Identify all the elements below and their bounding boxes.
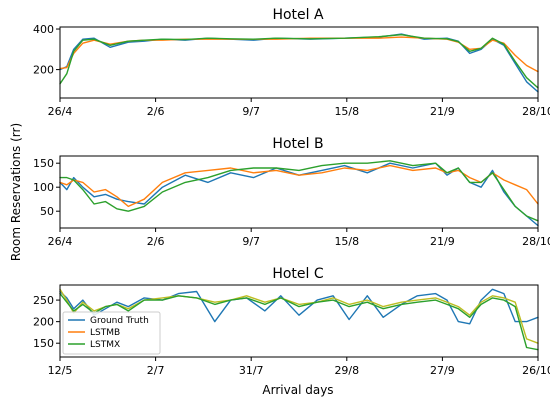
series-line-lstmx bbox=[59, 34, 539, 89]
x-axis-label: Arrival days bbox=[262, 383, 333, 397]
legend-label: Ground Truth bbox=[90, 316, 149, 326]
plot-area: 150 200 250 12/5 2/7 31/7 29/8 27/9 26/10 bbox=[33, 288, 550, 377]
plot-area: 50 100 150 26/4 2/6 9/7 15/8 21/9 28/10 bbox=[33, 157, 550, 248]
x-tick-label: 27/9 bbox=[430, 364, 455, 377]
legend: Ground Truth LSTMB LSTMX bbox=[62, 311, 161, 355]
x-tick-label: 28/10 bbox=[522, 235, 550, 248]
y-tick-label: 200 bbox=[33, 316, 54, 329]
x-tick-label: 2/6 bbox=[147, 235, 165, 248]
x-tick-label: 28/10 bbox=[522, 105, 550, 118]
axes-frame bbox=[59, 155, 539, 229]
x-tick-label: 12/5 bbox=[48, 364, 73, 377]
x-tick-label: 15/8 bbox=[334, 235, 359, 248]
x-tick-label: 2/7 bbox=[147, 364, 165, 377]
x-tick-label: 26/4 bbox=[48, 235, 73, 248]
panel-title: Hotel B bbox=[272, 136, 323, 152]
x-tick-label: 21/9 bbox=[430, 105, 455, 118]
panel-title: Hotel A bbox=[272, 7, 324, 23]
x-tick-label: 31/7 bbox=[239, 364, 264, 377]
x-tick-label: 29/8 bbox=[334, 364, 359, 377]
panel-hotel-a: Hotel A 200 400 26/4 2/6 9/7 15/8 21/9 28/10 bbox=[33, 7, 550, 118]
y-tick-label: 250 bbox=[33, 294, 54, 307]
series-line-ground-truth bbox=[59, 33, 539, 93]
y-axis-label: Room Reservations (rr) bbox=[9, 123, 23, 261]
series-line-lstmb bbox=[59, 164, 539, 208]
y-tick-label: 50 bbox=[40, 205, 54, 218]
x-tick-label: 9/7 bbox=[242, 105, 260, 118]
x-tick-label: 26/10 bbox=[522, 364, 550, 377]
y-tick-label: 400 bbox=[33, 23, 54, 36]
y-tick-label: 100 bbox=[33, 181, 54, 194]
x-tick-label: 26/4 bbox=[48, 105, 73, 118]
y-tick-label: 200 bbox=[33, 64, 54, 77]
series-line-ground-truth bbox=[59, 288, 539, 325]
y-tick-label: 150 bbox=[33, 157, 54, 170]
y-tick-label: 150 bbox=[33, 337, 54, 350]
legend-label: LSTMB bbox=[90, 328, 120, 338]
legend-box bbox=[62, 311, 161, 355]
series-line-lstmx bbox=[59, 292, 539, 351]
plot-area: 200 400 26/4 2/6 9/7 15/8 21/9 28/10 bbox=[33, 23, 550, 118]
panel-hotel-c: Hotel C 150 200 250 12/5 2/7 31/7 29/8 27/9 26/1… bbox=[33, 266, 550, 377]
x-tick-label: 9/7 bbox=[242, 235, 260, 248]
panel-title: Hotel C bbox=[272, 266, 324, 282]
x-tick-label: 21/9 bbox=[430, 235, 455, 248]
panel-hotel-b: Hotel B 50 100 150 26/4 2/6 9/7 15/8 21/9 28/10 bbox=[33, 136, 550, 248]
series-line-lstmx bbox=[59, 160, 539, 222]
legend-label: LSTMX bbox=[90, 340, 120, 350]
axes-frame bbox=[59, 26, 539, 99]
x-tick-label: 15/8 bbox=[334, 105, 359, 118]
axes-frame bbox=[59, 284, 539, 358]
x-tick-label: 2/6 bbox=[147, 105, 165, 118]
series-line-ground-truth bbox=[59, 162, 539, 227]
